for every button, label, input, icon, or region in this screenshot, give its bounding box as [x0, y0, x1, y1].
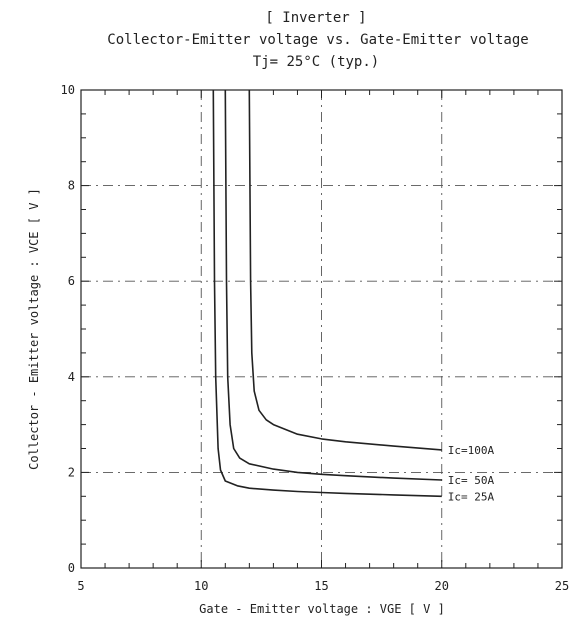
y-tick-label: 4: [68, 370, 75, 384]
x-axis-title: Gate - Emitter voltage : VGE [ V ]: [199, 602, 445, 616]
x-tick-label: 25: [555, 579, 569, 593]
series-label-layer: Ic= 25A Ic= 50A Ic=100A: [448, 444, 495, 503]
x-tick-label: 15: [314, 579, 328, 593]
grid-layer: [81, 90, 562, 568]
series-line-1: [224, 89, 442, 481]
plot-frame: [80, 89, 563, 569]
y-tick-label: 6: [68, 274, 75, 288]
x-tick-labels: 5 10 15 20 25: [77, 579, 569, 593]
y-axis-title: Collector - Emitter voltage : VCE [ V ]: [27, 188, 41, 470]
y-tick-label: 0: [68, 561, 75, 575]
y-tick-label: 8: [68, 179, 75, 193]
minor-tick-layer: [80, 89, 563, 569]
series-line-0: [212, 89, 442, 498]
x-tick-label: 5: [77, 579, 84, 593]
series-layer: [212, 89, 442, 498]
y-tick-label: 10: [61, 83, 75, 97]
y-tick-labels: 0 2 4 6 8 10: [61, 83, 75, 575]
chart-subtitle: Collector-Emitter voltage vs. Gate-Emitt…: [107, 32, 528, 48]
series-label-2: Ic=100A: [448, 444, 495, 457]
y-tick-label: 2: [68, 465, 75, 479]
series-line-2: [248, 89, 442, 451]
chart-conditions: Tj= 25°C (typ.): [253, 54, 379, 70]
chart-titles: [ Inverter ] Collector-Emitter voltage v…: [107, 10, 528, 70]
series-label-1: Ic= 50A: [448, 474, 495, 487]
series-label-0: Ic= 25A: [448, 490, 495, 503]
chart-title: [ Inverter ]: [265, 10, 366, 26]
x-tick-label: 10: [194, 579, 208, 593]
x-tick-label: 20: [435, 579, 449, 593]
